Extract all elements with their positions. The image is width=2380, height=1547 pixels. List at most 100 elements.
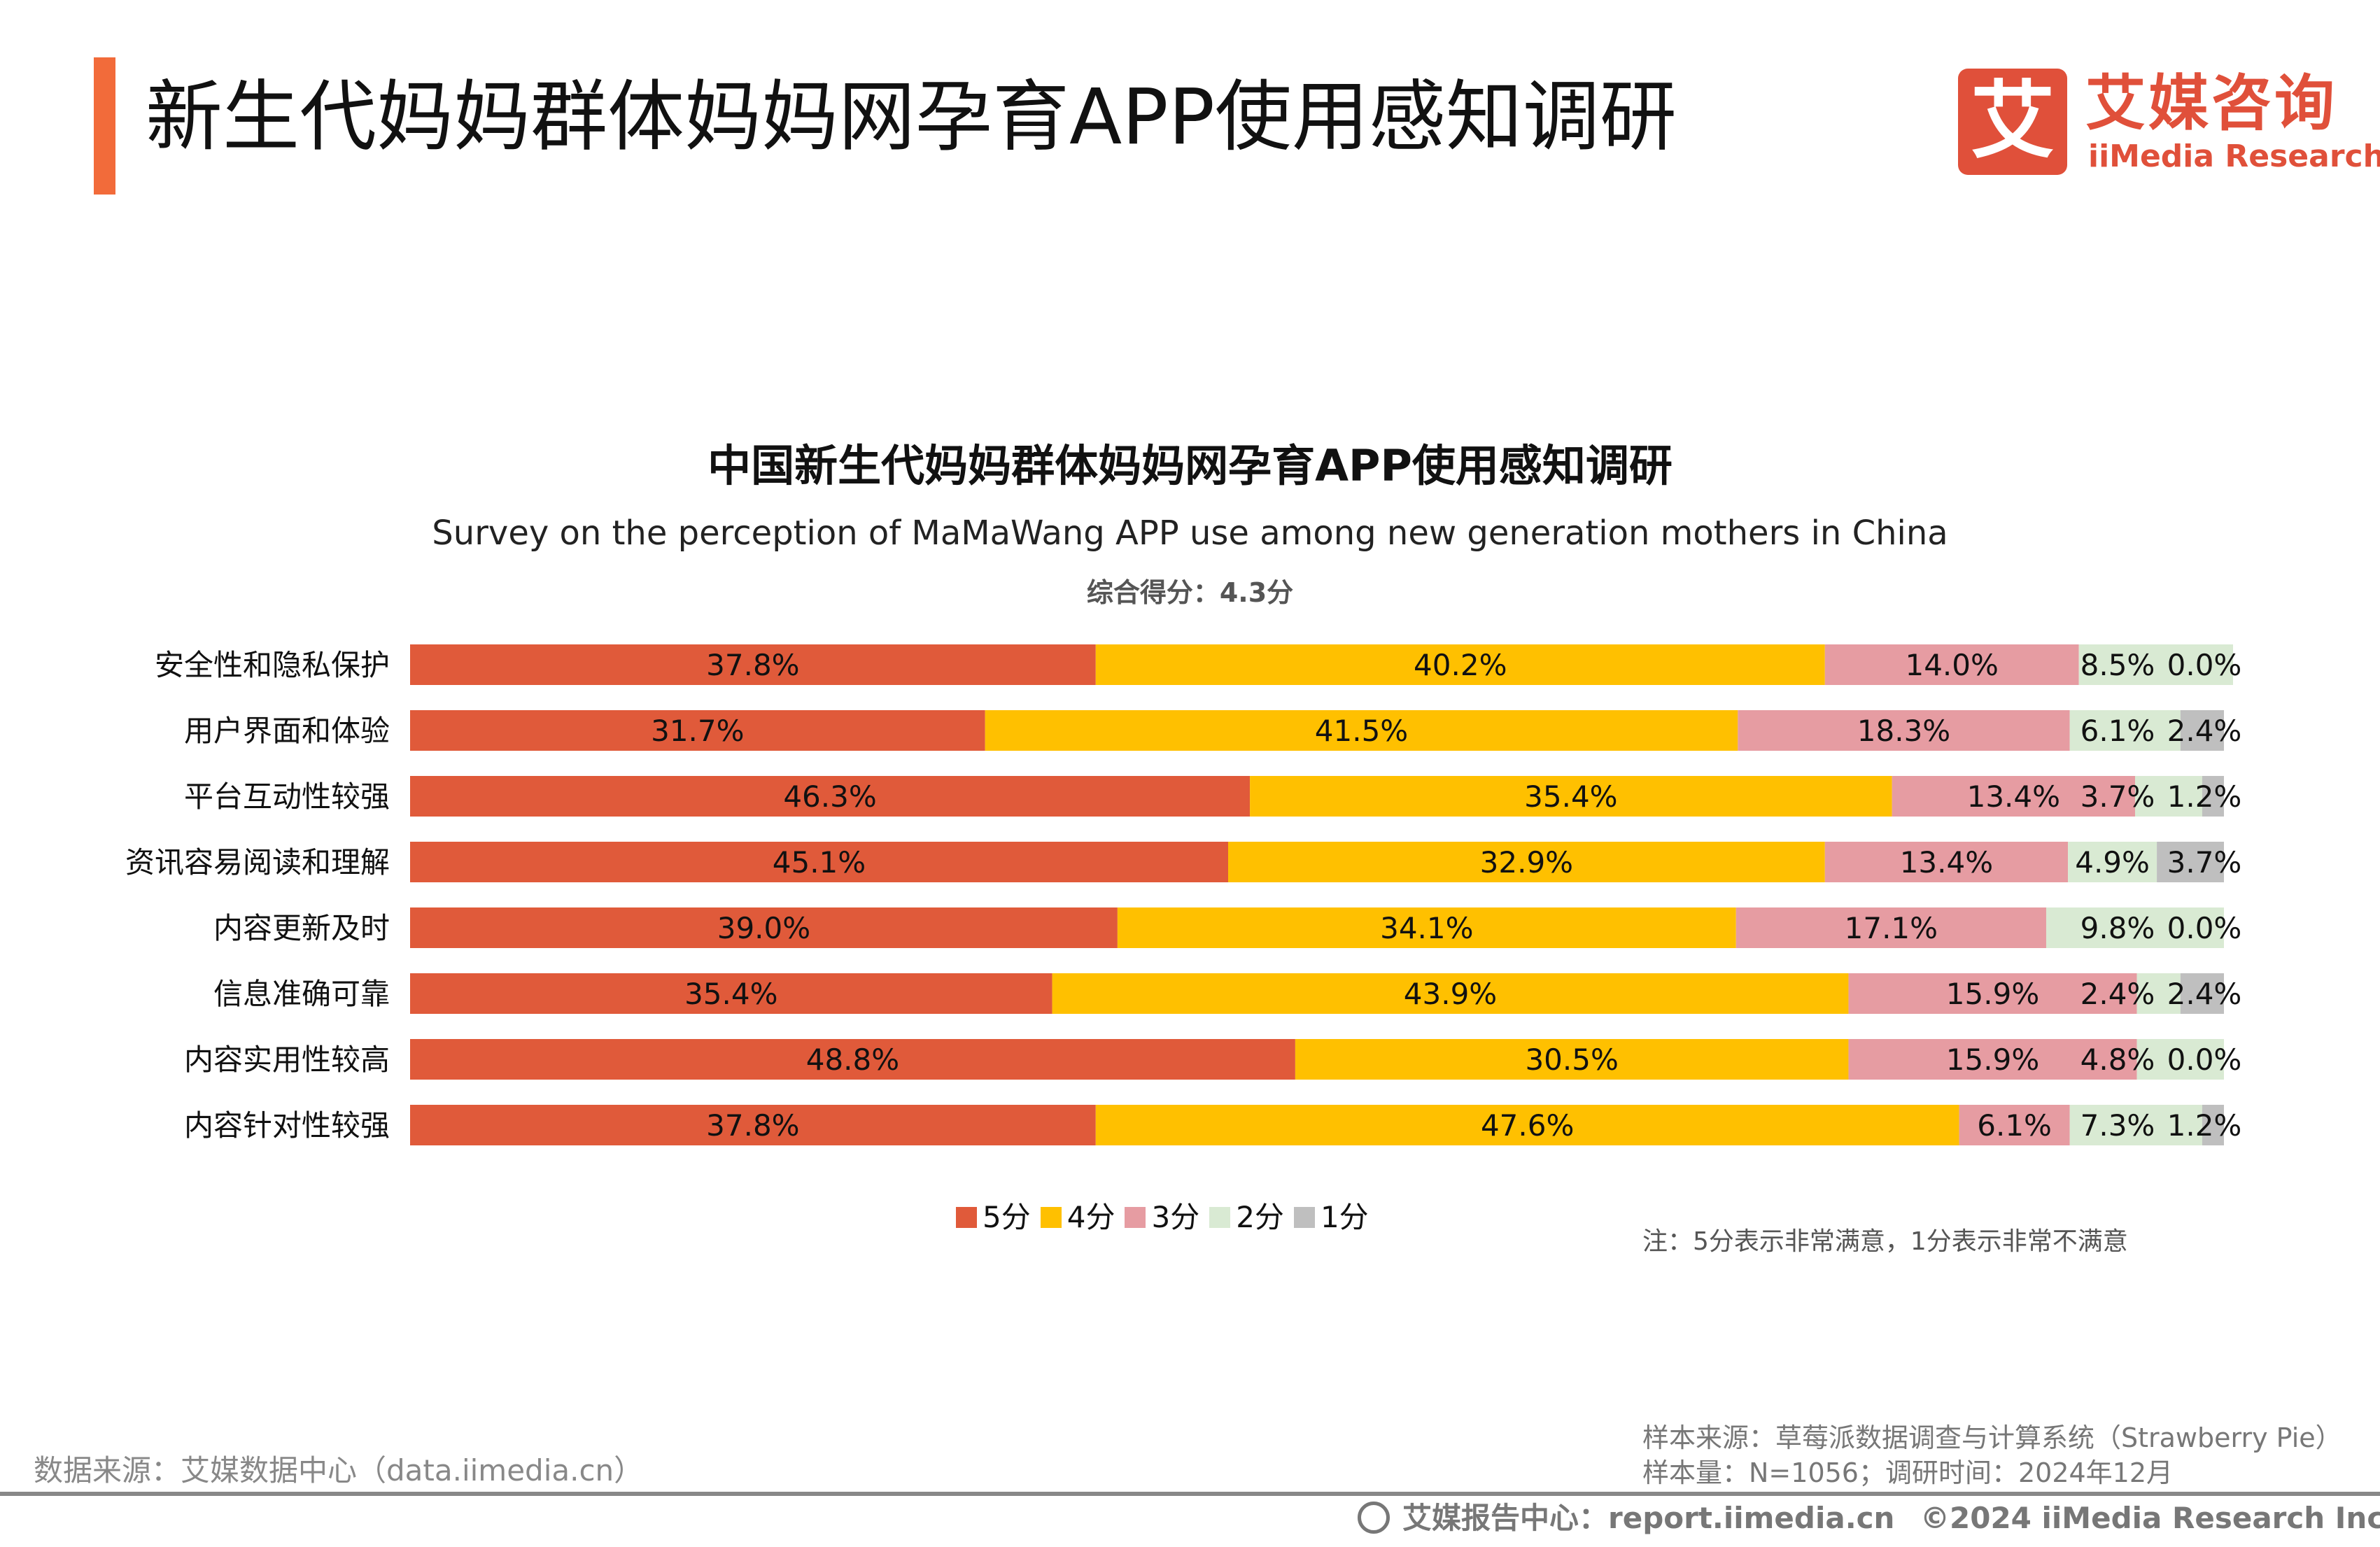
title-accent-bar bbox=[94, 57, 115, 195]
data-label: 17.1% bbox=[1845, 911, 1938, 945]
chart-note: 注：5分表示非常满意，1分表示非常不满意 bbox=[1642, 1227, 2128, 1256]
bar-segment bbox=[1095, 1105, 1959, 1145]
data-label: 35.4% bbox=[684, 977, 777, 1011]
bar-segment bbox=[2202, 1105, 2224, 1145]
legend: 5分 4分 3分 2分 1分 bbox=[956, 1198, 1379, 1237]
data-label: 3.7% bbox=[2080, 779, 2155, 814]
bar-segment bbox=[1824, 842, 2069, 882]
bar-segment bbox=[1295, 1039, 1849, 1080]
category-label: 安全性和隐私保护 bbox=[155, 648, 390, 682]
bar-segment bbox=[2136, 1039, 2224, 1080]
bar-segment bbox=[410, 1039, 1295, 1080]
legend-swatch bbox=[1125, 1207, 1146, 1228]
data-label: 3.7% bbox=[2167, 845, 2242, 880]
bar-segment bbox=[410, 644, 1096, 685]
data-label: 13.4% bbox=[1967, 779, 2060, 814]
category-label: 资讯容易阅读和理解 bbox=[125, 845, 390, 880]
data-label: 2.4% bbox=[2167, 714, 2242, 748]
bar-segment bbox=[2180, 973, 2224, 1014]
bar-segment bbox=[410, 710, 985, 751]
data-label: 14.0% bbox=[1905, 648, 1998, 682]
bar-segment bbox=[1848, 973, 2137, 1014]
logo-text-en: iiMedia Research bbox=[2088, 139, 2380, 174]
bar-segment bbox=[985, 710, 1738, 751]
data-label: 4.8% bbox=[2080, 1043, 2155, 1077]
logo-icon: 艾 bbox=[1958, 69, 2067, 175]
bar-segment bbox=[1735, 907, 2046, 948]
bar-segment bbox=[1959, 1105, 2070, 1145]
data-label: 47.6% bbox=[1481, 1108, 1574, 1143]
bar-segment bbox=[410, 1105, 1096, 1145]
legend-label: 2分 bbox=[1236, 1200, 1284, 1234]
bar-segment bbox=[1052, 973, 1849, 1014]
bar-segment bbox=[2134, 776, 2202, 817]
copyright: ©2024 iiMedia Research Inc bbox=[1920, 1501, 2380, 1535]
legend-label: 5分 bbox=[983, 1200, 1031, 1234]
data-label: 1.2% bbox=[2167, 779, 2242, 814]
bar-segment bbox=[410, 973, 1052, 1014]
bar-segment bbox=[1095, 644, 1825, 685]
bar-segment bbox=[1738, 710, 2070, 751]
sample-source: 样本来源：草莓派数据调查与计算系统（Strawberry Pie） bbox=[1642, 1422, 2342, 1453]
data-label: 37.8% bbox=[706, 648, 799, 682]
globe-icon bbox=[1358, 1502, 1390, 1534]
bar-segment bbox=[2180, 710, 2224, 751]
bar-segment bbox=[1848, 1039, 2137, 1080]
category-label: 平台互动性较强 bbox=[184, 779, 390, 814]
stacked-bar-chart: 安全性和隐私保护 37.8% 40.2% 14.0% 8.5% 0.0% 用户界面和体验 31… bbox=[125, 644, 2242, 1145]
data-label: 13.4% bbox=[1900, 845, 1993, 880]
category-label: 信息准确可靠 bbox=[213, 977, 390, 1011]
report-center-link[interactable]: 艾媒报告中心：report.iimedia.cn bbox=[1402, 1501, 1895, 1535]
legend-item: 3分 bbox=[1125, 1198, 1199, 1237]
data-label: 31.7% bbox=[651, 714, 744, 748]
data-label: 6.1% bbox=[1977, 1108, 2052, 1143]
legend-label: 4分 bbox=[1066, 1200, 1115, 1234]
data-label: 18.3% bbox=[1857, 714, 1950, 748]
legend-swatch bbox=[1209, 1207, 1231, 1228]
data-label: 1.2% bbox=[2167, 1108, 2242, 1143]
bar-segment bbox=[1824, 644, 2079, 685]
bar-segment bbox=[410, 842, 1228, 882]
logo-text-cn: 艾媒咨询 bbox=[2085, 69, 2337, 139]
chart-title: 中国新生代妈妈群体妈妈网孕育APP使用感知调研 bbox=[707, 440, 1673, 491]
data-label: 0.0% bbox=[2167, 1043, 2242, 1077]
legend-item: 1分 bbox=[1293, 1198, 1369, 1237]
data-label: 6.1% bbox=[2080, 714, 2155, 748]
bar-segment bbox=[2157, 842, 2224, 882]
data-label: 30.5% bbox=[1525, 1043, 1618, 1077]
data-label: 43.9% bbox=[1404, 977, 1497, 1011]
data-label: 45.1% bbox=[773, 845, 866, 880]
bar-segment bbox=[2202, 776, 2224, 817]
legend-label: 1分 bbox=[1320, 1200, 1369, 1234]
data-label: 40.2% bbox=[1414, 648, 1507, 682]
legend-label: 3分 bbox=[1151, 1200, 1200, 1234]
bar-segment bbox=[1117, 907, 1736, 948]
bar-segment bbox=[2045, 907, 2224, 948]
data-label: 34.1% bbox=[1380, 911, 1473, 945]
data-label: 7.3% bbox=[2080, 1108, 2155, 1143]
sample-size: 样本量：N=1056；调研时间：2024年12月 bbox=[1642, 1457, 2174, 1488]
data-label: 2.4% bbox=[2080, 977, 2155, 1011]
legend-item: 5分 bbox=[956, 1198, 1031, 1237]
data-label: 15.9% bbox=[1946, 1043, 2039, 1077]
overall-score: 综合得分：4.3分 bbox=[1086, 577, 1294, 608]
bar-segment bbox=[2069, 710, 2181, 751]
data-label: 39.0% bbox=[717, 911, 810, 945]
bar-segment bbox=[2136, 973, 2181, 1014]
data-label: 32.9% bbox=[1480, 845, 1573, 880]
data-label: 4.9% bbox=[2075, 845, 2150, 880]
bar-segment bbox=[2078, 644, 2233, 685]
bar-segment bbox=[1227, 842, 1825, 882]
data-label: 46.3% bbox=[783, 779, 876, 814]
data-label: 8.5% bbox=[2080, 648, 2155, 682]
data-label: 2.4% bbox=[2167, 977, 2242, 1011]
category-label: 内容更新及时 bbox=[213, 911, 390, 945]
bar-segment bbox=[1892, 776, 2135, 817]
bar-segment bbox=[2068, 842, 2157, 882]
legend-swatch bbox=[1293, 1207, 1315, 1228]
page-title: 新生代妈妈群体妈妈网孕育APP使用感知调研 bbox=[146, 72, 1677, 162]
data-label: 41.5% bbox=[1315, 714, 1408, 748]
data-label: 37.8% bbox=[706, 1108, 799, 1143]
category-label: 用户界面和体验 bbox=[184, 714, 390, 748]
data-label: 48.8% bbox=[806, 1043, 899, 1077]
